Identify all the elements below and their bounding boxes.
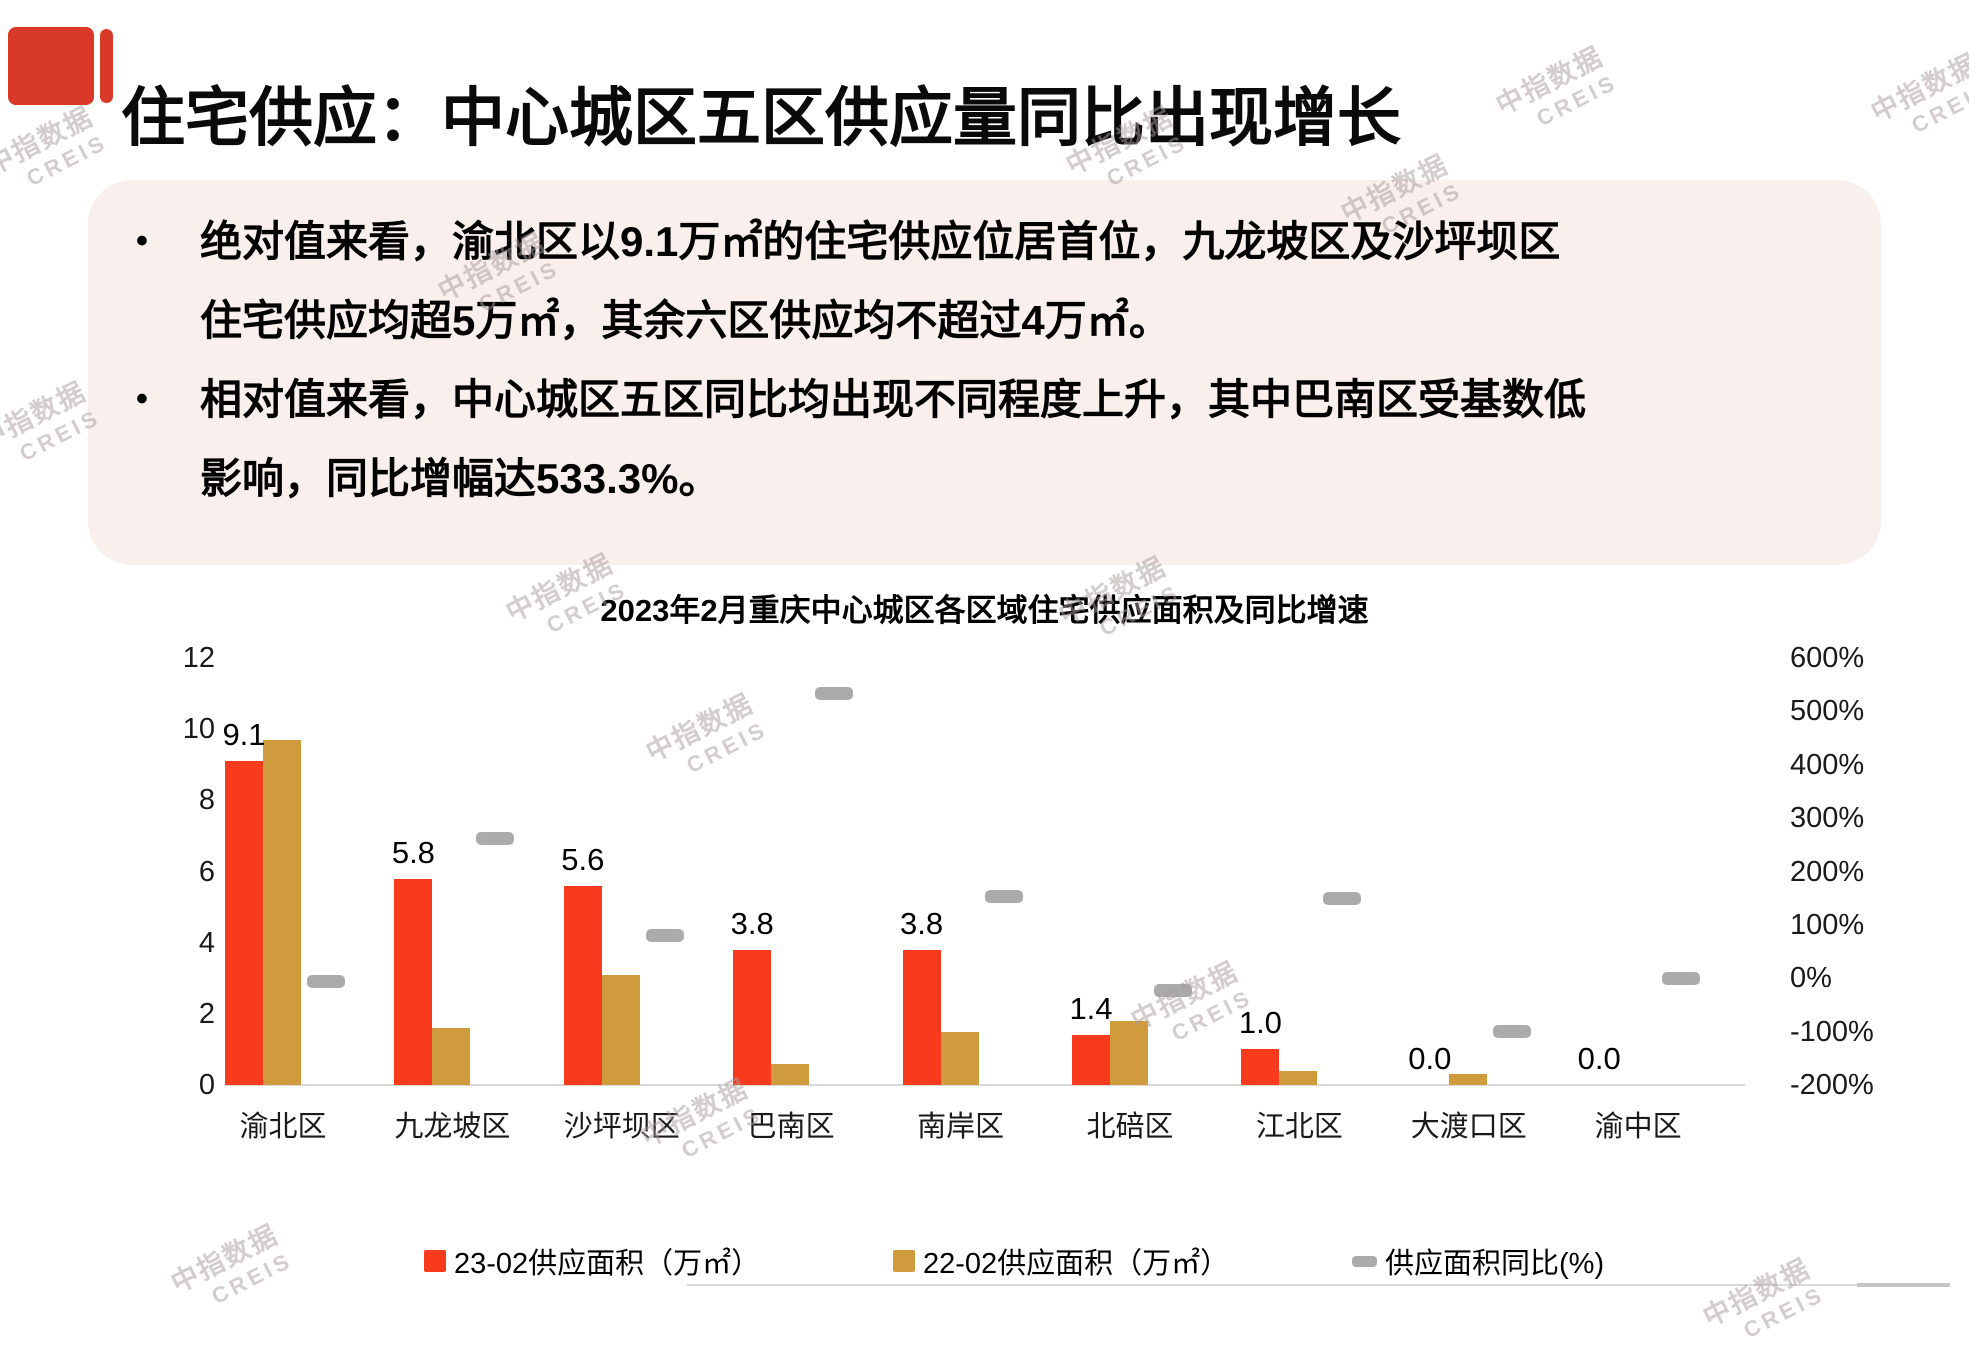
x-axis-label-九龙坡区: 九龙坡区 (394, 1111, 511, 1143)
value-label-江北区: 1.0 (1238, 1005, 1282, 1041)
value-label-沙坪坝区: 5.6 (561, 841, 605, 877)
yoy-dash-九龙坡区 (476, 831, 515, 845)
bar-2202-九龙坡区 (432, 1028, 471, 1085)
yoy-dash-渝北区 (307, 975, 345, 989)
yoy-dash-南岸区 (984, 889, 1023, 903)
yoy-dash-北碚区 (1154, 983, 1192, 997)
bar-2202-渝北区 (263, 739, 301, 1085)
bar-2302-渝北区 (225, 761, 263, 1085)
bullet-text: 相对值来看，中心城区五区同比均出现不同程度上升，其中巴南区受基数低 (200, 376, 1587, 423)
bar-2202-巴南区 (771, 1063, 810, 1085)
legend-label-1: 23-02供应面积（万㎡） (454, 1248, 761, 1280)
value-label-南岸区: 3.8 (900, 905, 944, 941)
bar-2202-江北区 (1279, 1070, 1318, 1085)
footer-divider-end (1857, 1283, 1950, 1287)
legend-item-1: 23-02供应面积（万㎡） (424, 1240, 760, 1282)
bullet-dot: • (136, 222, 148, 260)
legend-swatch-1 (424, 1250, 446, 1272)
x-axis-label-北碚区: 北碚区 (1086, 1111, 1174, 1143)
yoy-dash-巴南区 (815, 687, 854, 701)
right-axis-tick-500%: 500% (1790, 695, 1865, 728)
bullet-text: 影响，同比增幅达533.3%。 (200, 455, 721, 502)
bullet-text: 住宅供应均超5万㎡，其余六区供应均不超过4万㎡。 (200, 297, 1171, 344)
yoy-dash-沙坪坝区 (645, 928, 684, 942)
title-accent-bar (100, 29, 113, 103)
bar-2202-沙坪坝区 (601, 974, 640, 1085)
value-label-渝中区: 0.0 (1577, 1041, 1621, 1076)
value-label-渝北区: 9.1 (222, 717, 266, 753)
left-axis-tick-10: 10 (182, 713, 215, 746)
bar-2302-南岸区 (902, 949, 941, 1085)
right-axis-tick--100%: -100% (1790, 1015, 1874, 1048)
value-label-大渡口区: 0.0 (1408, 1041, 1452, 1076)
bar-2302-九龙坡区 (394, 878, 433, 1085)
x-axis-label-江北区: 江北区 (1255, 1111, 1343, 1143)
left-axis-tick-4: 4 (198, 926, 215, 959)
right-axis-tick-100%: 100% (1790, 908, 1865, 941)
right-axis-tick-400%: 400% (1790, 748, 1865, 781)
bullet-text: 绝对值来看，渝北区以9.1万㎡的住宅供应位居首位，九龙坡区及沙坪坝区 (200, 218, 1561, 265)
chart-title: 2023年2月重庆中心城区各区域住宅供应面积及同比增速 (600, 593, 1369, 628)
legend-item-3: 供应面积同比(%) (1352, 1240, 1604, 1282)
page-title: 住宅供应：中心城区五区供应量同比出现增长 (121, 81, 1401, 154)
legend-label-3: 供应面积同比(%) (1385, 1248, 1605, 1280)
bar-2302-巴南区 (733, 949, 772, 1085)
yoy-dash-渝中区 (1662, 971, 1701, 985)
x-axis-label-渝北区: 渝北区 (239, 1111, 327, 1143)
x-axis-label-南岸区: 南岸区 (917, 1111, 1005, 1143)
x-axis-label-巴南区: 巴南区 (747, 1111, 835, 1143)
legend-item-2: 22-02供应面积（万㎡） (893, 1240, 1229, 1282)
bar-2202-大渡口区 (1448, 1074, 1487, 1085)
bar-2302-江北区 (1241, 1049, 1280, 1085)
bullet-2-line-1: • 相对值来看，中心城区五区同比均出现不同程度上升，其中巴南区受基数低 (118, 360, 1848, 439)
right-axis-tick--200%: -200% (1790, 1069, 1874, 1101)
summary-box: • 绝对值来看，渝北区以9.1万㎡的住宅供应位居首位，九龙坡区及沙坪坝区 住宅供应均… (88, 180, 1881, 565)
right-axis-tick-300%: 300% (1790, 802, 1865, 835)
left-axis-tick-8: 8 (198, 784, 215, 817)
x-axis-label-渝中区: 渝中区 (1594, 1111, 1682, 1143)
left-axis-tick-6: 6 (198, 855, 215, 888)
right-axis-tick-200%: 200% (1790, 855, 1865, 888)
footer-divider (687, 1284, 1950, 1286)
bar-2202-北碚区 (1110, 1020, 1148, 1085)
value-label-九龙坡区: 5.8 (391, 834, 435, 870)
yoy-dash-大渡口区 (1492, 1025, 1531, 1039)
summary-bullets: • 绝对值来看，渝北区以9.1万㎡的住宅供应位居首位，九龙坡区及沙坪坝区 住宅供应均… (118, 202, 1848, 518)
title-accent-block (8, 27, 94, 105)
bullet-dot: • (136, 380, 148, 418)
yoy-dash-江北区 (1323, 891, 1362, 905)
legend-swatch-3 (1352, 1255, 1377, 1267)
right-axis-tick-0%: 0% (1790, 962, 1832, 995)
left-axis-tick-12: 12 (182, 642, 215, 674)
bar-2302-沙坪坝区 (563, 885, 602, 1085)
bullet-1-line-1: • 绝对值来看，渝北区以9.1万㎡的住宅供应位居首位，九龙坡区及沙坪坝区 (118, 202, 1848, 281)
x-axis-label-大渡口区: 大渡口区 (1410, 1111, 1527, 1143)
left-axis-tick-0: 0 (198, 1069, 215, 1101)
x-axis-line (225, 1084, 1745, 1086)
legend-label-2: 22-02供应面积（万㎡） (923, 1248, 1230, 1280)
bullet-1-line-2: 住宅供应均超5万㎡，其余六区供应均不超过4万㎡。 (118, 281, 1848, 360)
value-label-北碚区: 1.4 (1069, 991, 1113, 1027)
legend-swatch-2 (893, 1250, 915, 1272)
value-label-巴南区: 3.8 (730, 905, 774, 941)
bullet-2-line-2: 影响，同比增幅达533.3%。 (118, 439, 1848, 518)
left-axis-tick-2: 2 (198, 997, 215, 1030)
x-axis-label-沙坪坝区: 沙坪坝区 (563, 1111, 680, 1143)
bar-2202-南岸区 (940, 1031, 979, 1085)
right-axis-tick-600%: 600% (1790, 642, 1865, 674)
bar-2302-北碚区 (1072, 1035, 1110, 1085)
